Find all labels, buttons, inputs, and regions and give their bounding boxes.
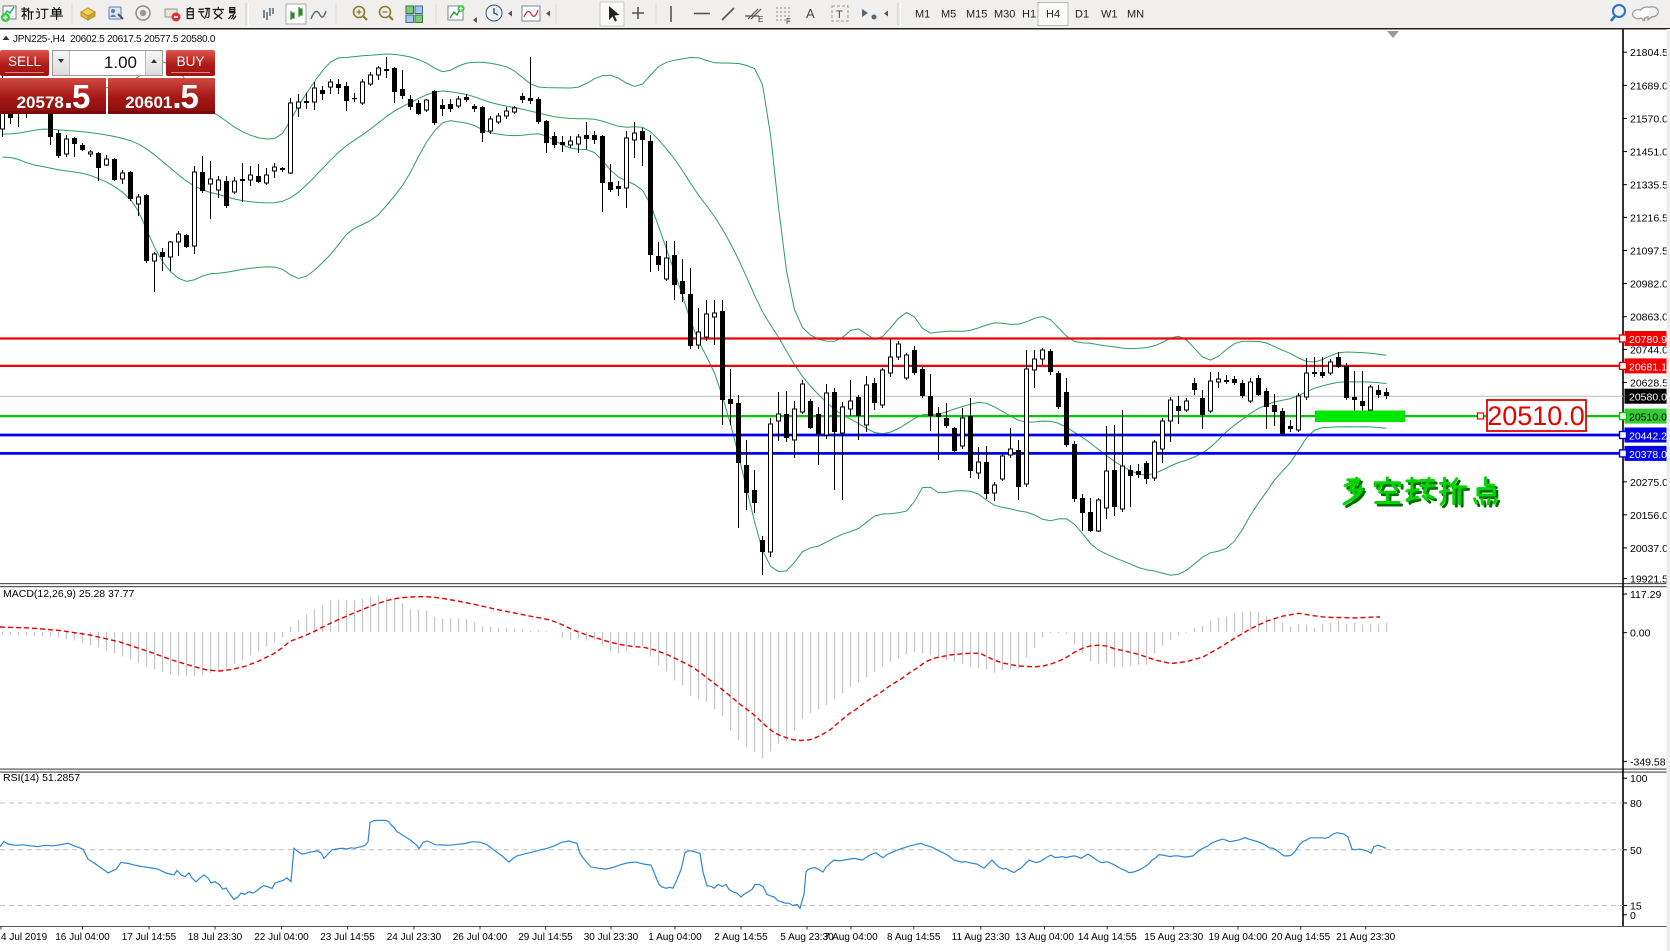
svg-text:T: T xyxy=(836,9,843,21)
svg-text:20 Aug 14:55: 20 Aug 14:55 xyxy=(1271,932,1330,943)
svg-text:A: A xyxy=(806,6,815,21)
svg-text:1 Aug 04:00: 1 Aug 04:00 xyxy=(648,932,702,943)
svg-text:21335.5: 21335.5 xyxy=(1630,180,1668,192)
svg-text:19921.5: 19921.5 xyxy=(1630,574,1668,586)
svg-text:80: 80 xyxy=(1630,798,1642,810)
svg-text:20628.5: 20628.5 xyxy=(1630,378,1668,390)
svg-text:H1: H1 xyxy=(1022,9,1036,21)
svg-text:100: 100 xyxy=(1630,773,1648,785)
svg-text:50: 50 xyxy=(1630,845,1642,857)
svg-text:20442.2: 20442.2 xyxy=(1629,431,1667,443)
svg-text:M30: M30 xyxy=(994,9,1015,21)
svg-text:20580.0: 20580.0 xyxy=(1629,392,1667,404)
svg-text:E: E xyxy=(758,15,763,24)
svg-text:21216.5: 21216.5 xyxy=(1630,212,1668,224)
svg-text:17 Jul 14:55: 17 Jul 14:55 xyxy=(122,932,177,943)
svg-text:MN: MN xyxy=(1127,9,1144,21)
svg-text:21 Aug 23:30: 21 Aug 23:30 xyxy=(1336,932,1395,943)
svg-text:0: 0 xyxy=(1630,910,1636,922)
svg-text:20744.0: 20744.0 xyxy=(1630,344,1668,356)
svg-text:2 Aug 14:55: 2 Aug 14:55 xyxy=(714,932,768,943)
svg-text:21451.0: 21451.0 xyxy=(1630,147,1668,159)
svg-text:117.29: 117.29 xyxy=(1630,589,1661,601)
svg-text:20780.9: 20780.9 xyxy=(1629,334,1667,346)
svg-text:23 Jul 14:55: 23 Jul 14:55 xyxy=(320,932,375,943)
svg-text:20863.0: 20863.0 xyxy=(1630,312,1668,324)
svg-text:W1: W1 xyxy=(1101,9,1118,21)
svg-text:D1: D1 xyxy=(1075,9,1089,21)
svg-text:18 Jul 23:30: 18 Jul 23:30 xyxy=(188,932,243,943)
svg-text:0.00: 0.00 xyxy=(1630,628,1651,640)
svg-text:20037.0: 20037.0 xyxy=(1630,543,1668,555)
svg-text:11 Aug 23:30: 11 Aug 23:30 xyxy=(952,932,1011,943)
svg-text:4 Jul 2019: 4 Jul 2019 xyxy=(1,932,48,943)
svg-text:20681.1: 20681.1 xyxy=(1629,361,1667,373)
svg-text:19 Aug 04:00: 19 Aug 04:00 xyxy=(1209,932,1268,943)
svg-text:20156.0: 20156.0 xyxy=(1630,510,1668,522)
svg-text:16 Jul 04:00: 16 Jul 04:00 xyxy=(55,932,110,943)
svg-text:21097.5: 21097.5 xyxy=(1630,246,1668,258)
svg-text:M1: M1 xyxy=(915,9,930,21)
svg-text:26 Jul 04:00: 26 Jul 04:00 xyxy=(453,932,508,943)
svg-text:21570.0: 21570.0 xyxy=(1630,114,1668,126)
svg-text:20275.0: 20275.0 xyxy=(1630,477,1668,489)
svg-text:RSI(14) 51.2857: RSI(14) 51.2857 xyxy=(3,772,80,784)
svg-text:7 Aug 04:00: 7 Aug 04:00 xyxy=(824,932,878,943)
svg-text:H4: H4 xyxy=(1046,9,1060,21)
svg-text:29 Jul 14:55: 29 Jul 14:55 xyxy=(518,932,573,943)
svg-text:13 Aug 04:00: 13 Aug 04:00 xyxy=(1015,932,1074,943)
svg-text:-349.58: -349.58 xyxy=(1630,756,1666,768)
svg-text:14 Aug 14:55: 14 Aug 14:55 xyxy=(1078,932,1137,943)
svg-text:20510.0: 20510.0 xyxy=(1487,401,1585,431)
svg-text:M15: M15 xyxy=(966,9,987,21)
svg-text:15 Aug 23:30: 15 Aug 23:30 xyxy=(1144,932,1203,943)
svg-text:20378.0: 20378.0 xyxy=(1629,449,1667,461)
svg-text:24 Jul 23:30: 24 Jul 23:30 xyxy=(387,932,442,943)
svg-text:F: F xyxy=(786,17,791,26)
svg-text:20510.0: 20510.0 xyxy=(1629,412,1667,424)
svg-text:15: 15 xyxy=(1630,901,1642,913)
svg-text:8 Aug 14:55: 8 Aug 14:55 xyxy=(887,932,941,943)
svg-text:MACD(12,26,9) 25.28 37.77: MACD(12,26,9) 25.28 37.77 xyxy=(3,588,134,600)
svg-text:30 Jul 23:30: 30 Jul 23:30 xyxy=(584,932,639,943)
svg-text:21804.5: 21804.5 xyxy=(1630,47,1668,59)
svg-text:M5: M5 xyxy=(941,9,956,21)
svg-text:22 Jul 04:00: 22 Jul 04:00 xyxy=(254,932,309,943)
svg-text:21689.0: 21689.0 xyxy=(1630,80,1668,92)
svg-text:20982.0: 20982.0 xyxy=(1630,279,1668,291)
svg-text:5 Aug 23:30: 5 Aug 23:30 xyxy=(780,932,834,943)
